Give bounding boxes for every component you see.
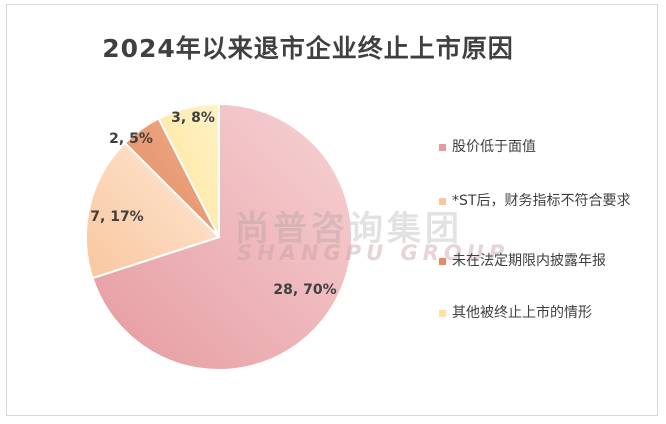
watermark-text: 尚普咨询集团 — [235, 209, 463, 249]
pie-slice — [85, 141, 221, 280]
legend-label: 其他被终止上市的情形 — [452, 305, 592, 321]
data-label: 7, 17% — [90, 209, 143, 225]
legend-swatch — [439, 310, 446, 317]
legend-item: 股价低于面值 — [439, 137, 650, 157]
legend-label: *ST后，财务指标不符合要求 — [452, 193, 631, 209]
legend-swatch — [439, 144, 446, 151]
data-label: 28, 70% — [273, 282, 336, 298]
watermark-subtext: SHANGPU GROUP — [237, 241, 510, 265]
legend-item: *ST后，财务指标不符合要求 — [439, 191, 650, 211]
pie-chart: 28, 70% 7, 17% 2, 5% 3, 8% — [85, 102, 353, 371]
legend-swatch — [439, 258, 446, 265]
chart-title: 2024年以来退市企业终止上市原因 — [102, 34, 514, 63]
legend-item: 未在法定期限内披露年报 — [439, 251, 650, 271]
pie-slice — [157, 102, 220, 238]
pie-slice — [91, 102, 353, 371]
legend-item: 其他被终止上市的情形 — [439, 303, 650, 323]
chart-frame: 2024年以来退市企业终止上市原因 28, 70% 7, 17% 2, 5% 3, 8… — [6, 4, 658, 416]
data-label: 2, 5% — [109, 131, 153, 147]
legend-label: 未在法定期限内披露年报 — [452, 253, 606, 269]
legend-swatch — [439, 198, 446, 205]
data-label: 3, 8% — [171, 110, 215, 126]
legend-label: 股价低于面值 — [452, 139, 536, 155]
